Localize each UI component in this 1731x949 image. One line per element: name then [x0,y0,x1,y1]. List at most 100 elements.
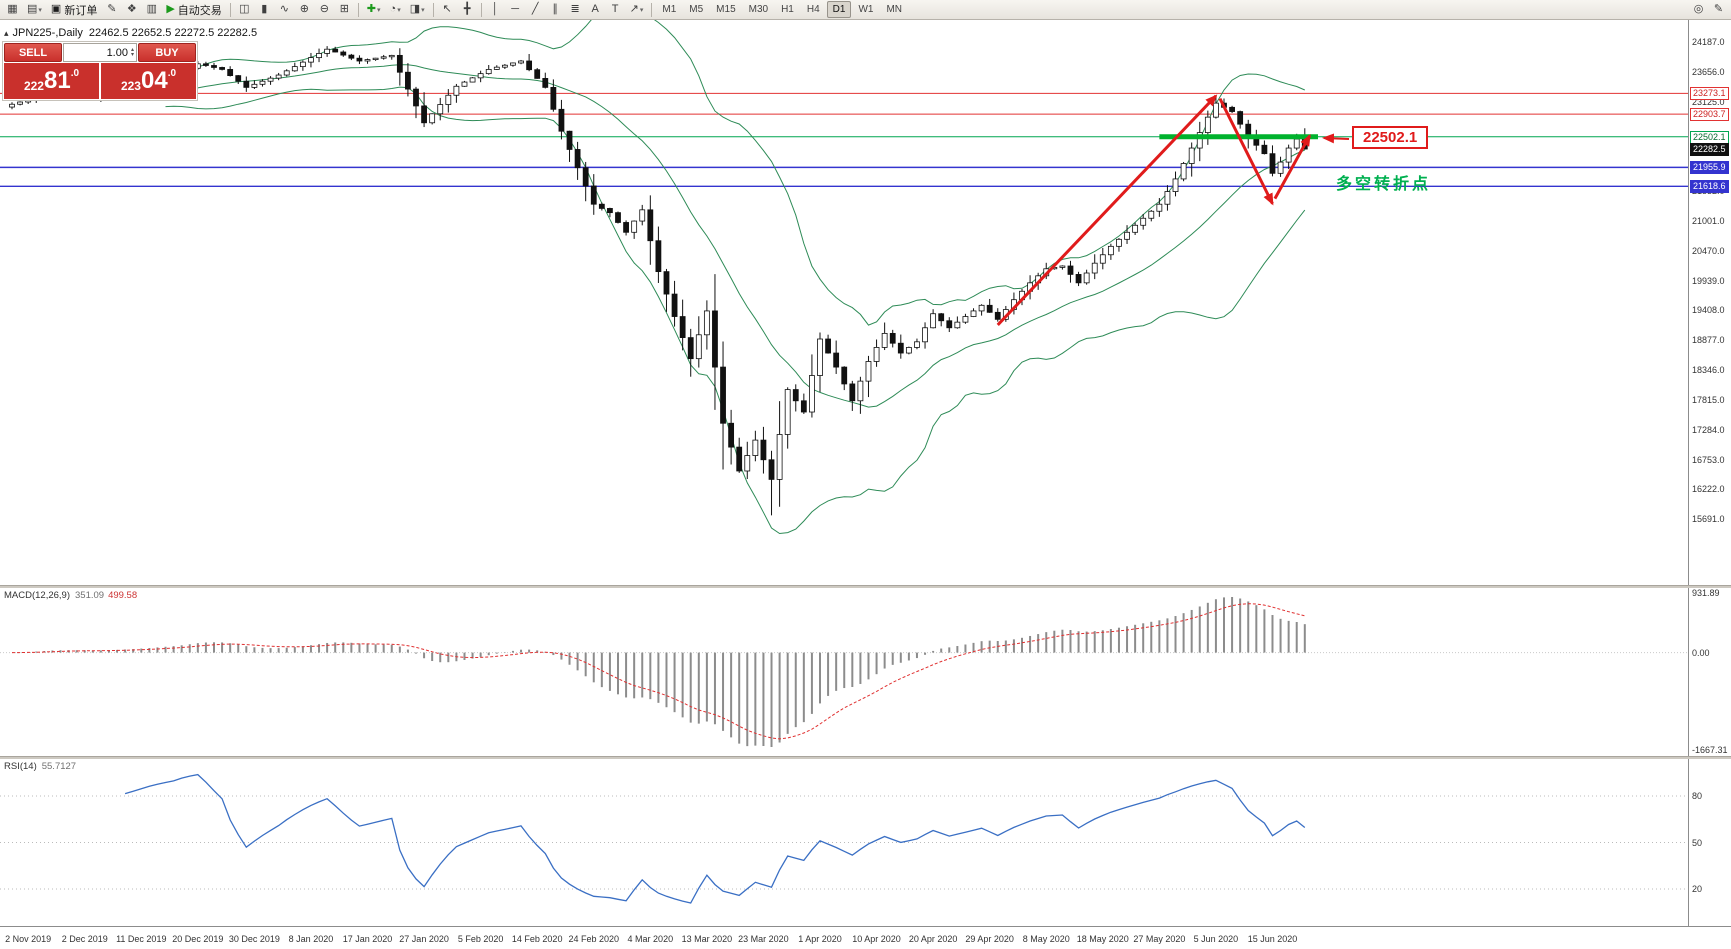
price-label-red-line: 22903.7 [1690,108,1729,122]
timeframe-m15[interactable]: M15 [716,4,736,15]
periods-icon-caret: ▾ [397,6,401,14]
indicators-icon[interactable]: ✚ ▾ [366,3,381,15]
price-tick: 15691.0 [1692,514,1725,525]
rsi-panel[interactable]: RSI(14) 55.7127 [0,759,1688,926]
equidistant-channel-icon[interactable]: ∥ [552,3,558,15]
timeframe-d1[interactable]: D1 [826,1,852,18]
date-label: 24 Feb 2020 [568,934,620,944]
text-icon[interactable]: A [591,3,599,15]
price-tick: 17284.0 [1692,424,1725,435]
toolbar-separator [229,2,231,17]
date-label: 1 Apr 2020 [798,934,842,944]
bars-chart-icon[interactable]: ◫ [239,3,250,15]
crosshair-icon[interactable]: ╋ [463,3,471,15]
price-tick: 18877.0 [1692,335,1725,346]
metaeditor-icon[interactable]: ✎ [107,3,117,15]
rsi-value: 55.7127 [41,761,77,772]
price-tick: 24187.0 [1692,37,1725,48]
cursor-icon[interactable]: ↖ [442,3,452,15]
one-click-trading-panel: SELL 1.00 ▴ ▾ BUY 222 81.0 223 04.0 [2,41,198,101]
chart-window[interactable]: ▴ JPN225-,Daily 22462.5 22652.5 22272.5 22… [0,20,1688,585]
candlestick-chart-icon[interactable]: ▮ [261,3,268,15]
horizontal-line-icon[interactable]: ─ [511,3,520,15]
panel-separator[interactable] [0,756,1731,759]
volume-input[interactable]: 1.00 ▴ ▾ [63,43,137,62]
rsi-indicator-name: RSI(14) [4,761,37,772]
line-chart-icon[interactable]: ∿ [279,3,289,15]
fibonacci-icon[interactable]: ≣ [570,3,580,15]
time-axis[interactable]: 2 Nov 2019 2 Dec 2019 11 Dec 2019 20 Dec 20… [0,926,1731,949]
chart-profiles-icon[interactable]: ▤ ▾ [27,3,42,15]
tile-windows-icon[interactable]: ⊞ [339,3,349,15]
buy-button[interactable]: BUY [138,43,196,62]
macd-axis-value: -1667.31 [1692,745,1728,755]
price-tick: 23656.0 [1692,66,1725,77]
terminal-icon[interactable]: ▥ [146,3,158,15]
timeframe-m5[interactable]: M5 [689,4,704,15]
trade-panel-controls: SELL 1.00 ▴ ▾ BUY [4,43,196,62]
date-label: 8 Jan 2020 [288,934,334,944]
rsi-axis-value: 20 [1692,884,1703,894]
zoom-out-icon[interactable]: ⊖ [319,3,329,15]
edit-icon[interactable]: ✎ [1713,3,1724,15]
timeframe-mn[interactable]: MN [886,4,903,15]
macd-label: MACD(12,26,9) 351.09 499.58 [4,590,137,601]
volume-down-icon[interactable]: ▾ [130,51,134,58]
date-label: 5 Jun 2020 [1193,934,1239,944]
date-label: 15 Jun 2020 [1247,934,1298,944]
toolbar-separator [480,2,482,17]
chart-ohlc-values: 22462.5 22652.5 22272.5 22282.5 [88,27,258,39]
date-label: 18 May 2020 [1076,934,1129,944]
zoom-in-icon[interactable]: ⊕ [299,3,309,15]
new-order-button[interactable]: ▣ 新订单 [50,3,98,17]
vertical-line-icon[interactable]: │ [491,3,499,15]
timeframe-h4[interactable]: H4 [806,4,820,15]
arrows-tool-icon[interactable]: ↗ ▾ [629,3,644,15]
sell-price-button[interactable]: 222 81.0 [4,63,99,99]
autotrading-button[interactable]: ▶ 自动交易 [166,3,222,17]
new-chart-icon[interactable]: ▦ [7,3,18,15]
timeframe-h1[interactable]: H1 [781,4,794,15]
macd-panel[interactable]: MACD(12,26,9) 351.09 499.58 [0,588,1688,756]
trendline-icon[interactable]: ╱ [531,3,539,15]
price-chart-canvas[interactable] [0,20,1688,585]
date-label: 17 Jan 2020 [342,934,393,944]
rsi-canvas [0,773,1688,904]
volume-up-icon[interactable]: ▴ [130,46,134,53]
sell-button[interactable]: SELL [4,43,62,62]
text-label-icon[interactable]: T [611,3,619,15]
date-label: 27 May 2020 [1133,934,1186,944]
templates-icon[interactable]: ◨ ▾ [409,3,425,15]
turning-point-note[interactable]: 多空转折点 [1336,176,1432,193]
price-label-green-line: 22502.1 [1690,130,1729,144]
date-label: 5 Feb 2020 [457,934,504,944]
timeframe-m1[interactable]: M1 [662,4,677,15]
macd-value: 351.09 [75,590,105,601]
buy-price-button[interactable]: 223 04.0 [101,63,196,99]
date-label: 20 Dec 2019 [172,934,224,944]
date-label: 2 Nov 2019 [5,934,52,944]
date-label: 10 Apr 2020 [852,934,901,944]
panel-collapse-icon[interactable]: ▴ [4,28,9,38]
volume-spinner[interactable]: ▴ ▾ [130,46,134,58]
periods-icon[interactable]: ◔ ▾ [389,3,401,15]
price-label-red-line: 23273.1 [1690,87,1729,101]
date-label: 30 Dec 2019 [228,934,280,944]
panel-separator[interactable] [0,585,1731,588]
price-annotation-label[interactable]: 22502.1 [1352,126,1429,149]
indicators-icon-caret: ▾ [377,6,381,14]
macd-axis-value: 0.00 [1692,647,1710,658]
market-watch-icon[interactable]: ❖ [126,3,137,15]
toolbar-separator [357,2,359,17]
price-axis[interactable]: 24187.023656.023125.021532.021001.020470… [1688,20,1731,926]
search-icon[interactable]: ◎ [1693,3,1704,15]
price-label-blue-line: 21955.9 [1690,161,1729,175]
toolbar: ▦ ▤ ▾ ▣ 新订单 ✎ ❖ ▥ ▶ 自动交易 ◫ ▮ ∿ ⊕ ⊖ ⊞ ✚ ▾ ◔ ▾ ◨ ▾ ↖ ╋ │ ─ ╱ ∥ ≣ A T ↗ ▾ M1… [0,0,1731,20]
templates-icon-caret: ▾ [421,6,425,14]
timeframe-m30[interactable]: M30 [748,4,769,15]
toolbar-separator [432,2,434,17]
date-label: 4 Mar 2020 [627,934,674,944]
macd-axis-value: 931.89 [1692,588,1720,598]
timeframe-w1[interactable]: W1 [858,4,874,15]
date-label: 20 Apr 2020 [908,934,958,944]
